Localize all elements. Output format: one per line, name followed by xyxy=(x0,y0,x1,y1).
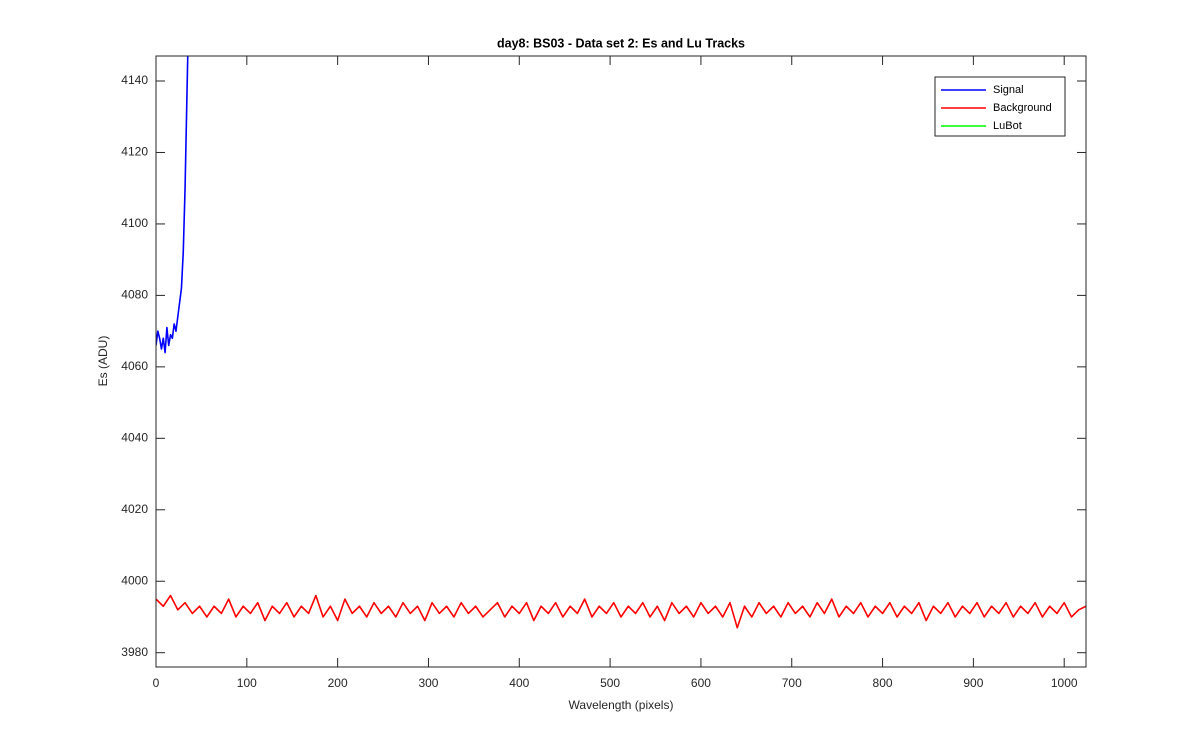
axes-box xyxy=(155,55,1087,668)
x-tick-label: 700 xyxy=(782,676,802,690)
x-tick-label: 400 xyxy=(509,676,529,690)
plot-area xyxy=(156,56,1086,667)
legend-label: LuBot xyxy=(993,120,1022,132)
ticks: 0 100 200 300 400 500 600 700 800 900 1000 3980 4000… xyxy=(121,55,1087,690)
legend: Signal Background LuBot xyxy=(934,76,1066,137)
y-tick-label: 4020 xyxy=(121,502,148,516)
y-tick-label: 4100 xyxy=(121,216,148,230)
x-tick-label: 300 xyxy=(418,676,438,690)
y-tick-label: 4040 xyxy=(121,430,148,444)
chart-title: day8: BS03 - Data set 2: Es and Lu Track… xyxy=(497,36,745,50)
x-tick-label: 1000 xyxy=(1051,676,1078,690)
legend-label: Signal xyxy=(993,84,1024,96)
x-axis-label: Wavelength (pixels) xyxy=(569,698,674,712)
lines xyxy=(156,56,1086,629)
x-tick-label: 200 xyxy=(328,676,348,690)
y-tick-label: 4120 xyxy=(121,145,148,159)
x-tick-label: 800 xyxy=(873,676,893,690)
x-tick-label: 0 xyxy=(153,676,160,690)
x-tick-label: 600 xyxy=(691,676,711,690)
y-tick-label: 4060 xyxy=(121,359,148,373)
legend-label: Background xyxy=(993,102,1052,114)
y-tick-label: 4140 xyxy=(121,73,148,87)
series-line xyxy=(156,56,189,354)
x-tick-label: 100 xyxy=(237,676,257,690)
series-line xyxy=(156,594,1086,629)
y-tick-label: 4080 xyxy=(121,288,148,302)
x-tick-label: 900 xyxy=(963,676,983,690)
y-tick-label: 3980 xyxy=(121,645,148,659)
x-tick-label: 500 xyxy=(600,676,620,690)
y-tick-label: 4000 xyxy=(121,573,148,587)
y-axis-label: Es (ADU) xyxy=(96,336,110,387)
